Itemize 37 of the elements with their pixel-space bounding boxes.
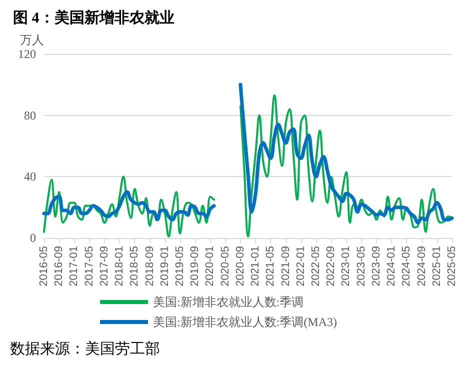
y-tick-label: 40 <box>24 170 36 184</box>
source-note: 数据来源：美国劳工部 <box>10 340 160 358</box>
x-tick-label: 2017-05 <box>83 246 96 286</box>
x-tick-label: 2019-09 <box>189 246 202 286</box>
x-tick-label: 2023-05 <box>355 246 368 286</box>
x-tick-label: 2017-01 <box>68 246 80 286</box>
x-tick-label: 2025-05 <box>446 246 458 286</box>
x-tick-label: 2018-05 <box>128 246 141 286</box>
x-tick-label: 2023-09 <box>370 246 382 286</box>
x-tick-label: 2021-09 <box>280 246 292 286</box>
x-tick-label: 2022-09 <box>325 246 338 286</box>
x-tick-label: 2016-09 <box>53 246 66 286</box>
x-tick-label: 2021-01 <box>250 246 262 286</box>
x-tick-label: 2022-01 <box>294 246 307 286</box>
x-tick-label: 2016-05 <box>38 246 50 286</box>
x-tick-label: 2023-01 <box>340 246 352 286</box>
legend-label: 美国:新增非农就业人数:季调 <box>153 295 304 309</box>
y-tick-label: 0 <box>30 231 36 245</box>
x-tick-label: 2020-01 <box>204 246 216 286</box>
x-tick-label: 2025-01 <box>430 246 443 286</box>
y-axis-title: 万人 <box>20 33 44 47</box>
y-tick-label: 80 <box>24 108 36 122</box>
legend-label: 美国:新增非农就业人数:季调(MA3) <box>153 315 337 329</box>
x-tick-label: 2020-05 <box>219 246 232 286</box>
x-tick-label: 2021-05 <box>264 246 277 286</box>
x-tick-label: 2020-09 <box>234 246 246 286</box>
x-tick-label: 2024-09 <box>416 246 428 286</box>
x-tick-label: 2019-01 <box>158 246 171 286</box>
x-tick-label: 2019-05 <box>174 246 186 286</box>
y-tick-label: 120 <box>18 47 36 61</box>
chart-title: 图 4：美国新增非农就业 <box>13 8 174 26</box>
x-tick-label: 2022-05 <box>310 246 322 286</box>
x-tick-label: 2017-09 <box>98 246 110 286</box>
x-tick-label: 2018-09 <box>144 246 156 286</box>
x-tick-label: 2018-01 <box>114 246 126 286</box>
x-tick-label: 2024-01 <box>386 246 398 286</box>
x-tick-label: 2024-05 <box>400 246 413 286</box>
